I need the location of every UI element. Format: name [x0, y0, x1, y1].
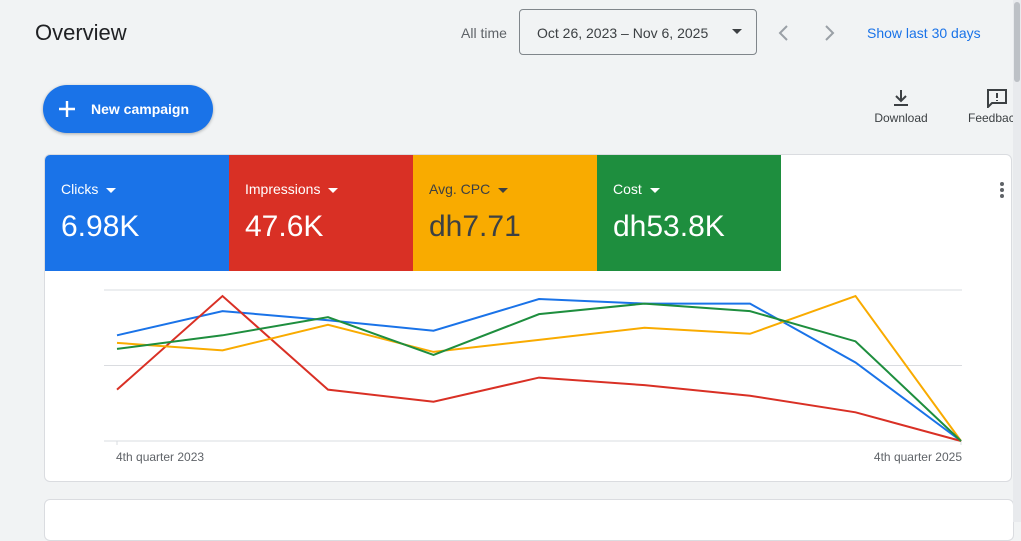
- next-card: [44, 499, 1014, 541]
- button-label: New campaign: [91, 101, 190, 117]
- x-tick-label: 4th quarter 2023: [116, 450, 204, 464]
- series-line: [116, 294, 962, 442]
- range-label: All time: [461, 25, 507, 41]
- scorecard-value: dh53.8K: [613, 210, 725, 243]
- scorecard-label: Avg. CPC: [429, 181, 509, 197]
- scrollbar[interactable]: [1013, 0, 1021, 522]
- new-campaign-button[interactable]: New campaign: [43, 85, 213, 133]
- scorecard[interactable]: Avg. CPC dh7.71: [413, 155, 597, 271]
- dropdown-icon: [732, 29, 742, 34]
- scorecard-value: 6.98K: [61, 210, 140, 243]
- scorecard-value: dh7.71: [429, 210, 521, 243]
- chart: 4th quarter 2023 4th quarter 2025: [104, 289, 962, 464]
- scorecard-label: Clicks: [61, 181, 117, 197]
- period-arrows[interactable]: [774, 22, 838, 44]
- series-line: [116, 294, 962, 442]
- scorecard-label: Impressions: [245, 181, 339, 197]
- feedback-button[interactable]: Feedback: [968, 88, 1021, 125]
- download-icon: [894, 90, 908, 106]
- dropdown-icon: [498, 187, 509, 193]
- dropdown-icon: [649, 187, 660, 193]
- dropdown-icon: [106, 187, 117, 193]
- tool-label: Feedback: [968, 111, 1021, 125]
- plus-icon: [59, 101, 75, 117]
- scrollbar-thumb[interactable]: [1014, 2, 1020, 82]
- series-line: [116, 298, 962, 442]
- shortcut-link[interactable]: Show last 30 days: [867, 25, 981, 41]
- page: Overview All time Oct 26, 2023 – Nov 6, …: [35, 0, 1021, 541]
- dropdown-icon: [328, 187, 339, 193]
- scorecard[interactable]: Impressions 47.6K: [229, 155, 413, 271]
- more-menu[interactable]: [999, 181, 1005, 199]
- page-title: Overview: [35, 20, 127, 45]
- download-button[interactable]: Download: [872, 88, 930, 125]
- scorecard[interactable]: Clicks 6.98K: [45, 155, 229, 271]
- scorecard-value: 47.6K: [245, 210, 324, 243]
- tool-label: Download: [874, 111, 928, 125]
- scorecard[interactable]: Cost dh53.8K: [597, 155, 781, 271]
- feedback-icon: [987, 89, 1007, 110]
- date-range: Oct 26, 2023 – Nov 6, 2025: [537, 25, 709, 41]
- date-picker[interactable]: Oct 26, 2023 – Nov 6, 2025: [519, 9, 757, 55]
- x-tick-label: 4th quarter 2025: [874, 450, 962, 464]
- series-line: [116, 302, 962, 442]
- scorecard-label: Cost: [613, 181, 660, 197]
